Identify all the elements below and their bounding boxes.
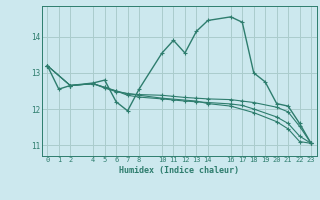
X-axis label: Humidex (Indice chaleur): Humidex (Indice chaleur) bbox=[119, 166, 239, 175]
